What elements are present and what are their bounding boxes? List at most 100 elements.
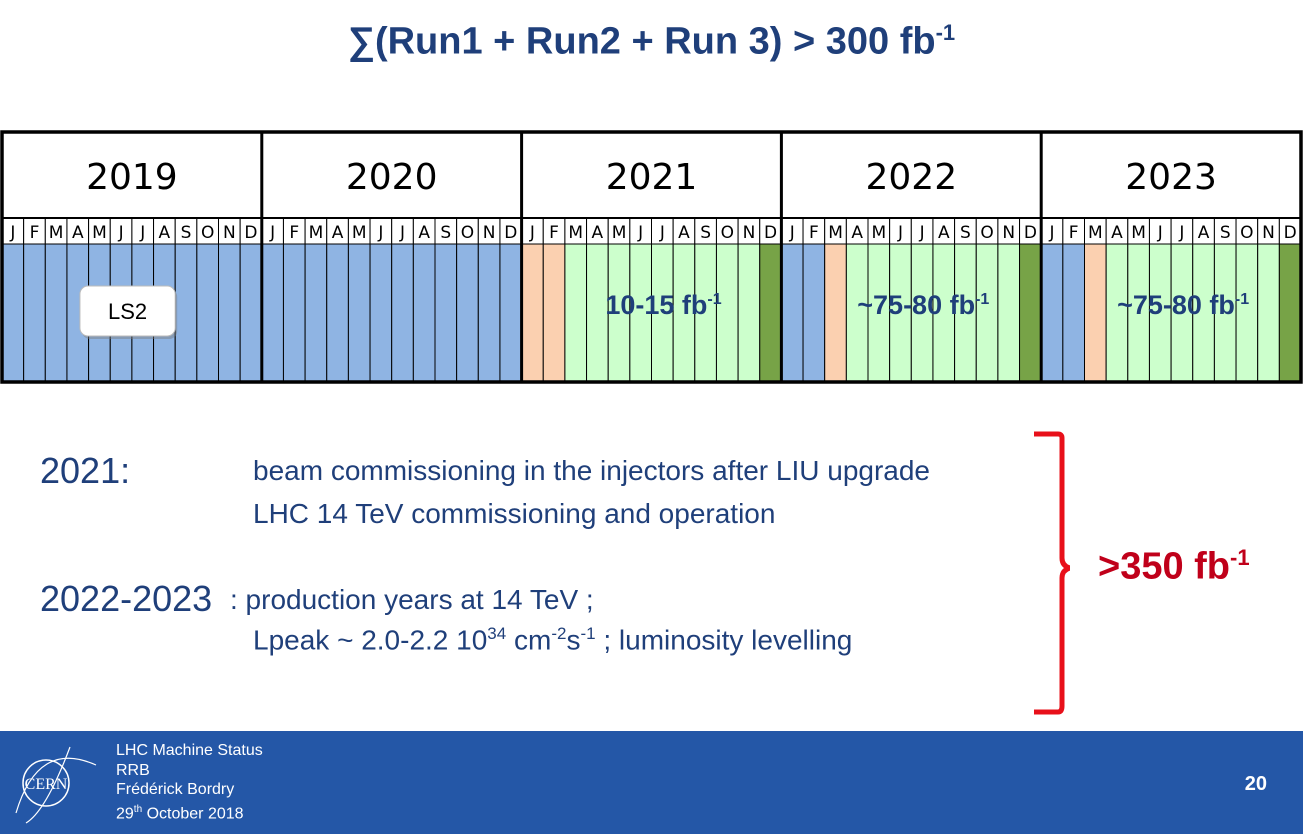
month-label: J — [897, 223, 903, 243]
lpeak-c: s — [566, 624, 581, 656]
month-label: D — [244, 223, 257, 243]
month-label: S — [1220, 223, 1231, 243]
note-2022-2023-line2: Lpeak ~ 2.0-2.2 1034 cm-2s-1 ; luminosit… — [253, 624, 852, 656]
month-cell — [304, 243, 328, 383]
month-label: A — [851, 223, 863, 243]
month-cell — [196, 243, 220, 383]
month-label: A — [1198, 223, 1210, 243]
month-label: J — [919, 223, 925, 243]
year-label: 2019 — [86, 157, 178, 198]
month-cell — [542, 243, 566, 383]
note-2022-2023-line1: : production years at 14 TeV ; — [230, 584, 594, 615]
page-number: 20 — [1244, 773, 1267, 795]
month-label: A — [72, 223, 84, 243]
ls2-box — [79, 285, 176, 337]
year-luminosity-label: ~75-80 fb-1 — [1117, 290, 1249, 320]
month-cell — [434, 243, 458, 383]
month-cell — [347, 243, 371, 383]
month-cell — [282, 243, 306, 383]
year-luminosity-label: ~75-80 fb-1 — [857, 290, 989, 320]
month-cell — [824, 243, 847, 383]
month-label: J — [139, 223, 145, 243]
month-label: M — [49, 223, 64, 243]
month-cell — [174, 243, 198, 383]
footer-date-rest: October 2018 — [142, 804, 244, 822]
title-sup: -1 — [935, 20, 956, 45]
month-label: O — [721, 223, 734, 243]
month-cell — [1084, 243, 1107, 383]
month-label: N — [483, 223, 496, 243]
month-label: J — [9, 223, 15, 243]
month-cell — [218, 243, 241, 383]
month-label: F — [1069, 223, 1079, 243]
month-cell — [44, 243, 68, 383]
month-label: O — [461, 223, 474, 243]
logo-text: CERN — [25, 776, 68, 793]
month-cell — [456, 243, 479, 383]
title-text: ∑(Run1 + Run2 + Run 3) > 300 fb — [347, 20, 936, 63]
footer-line3: Frédérick Bordry — [116, 781, 235, 798]
footer-lines: LHC Machine Status RRB Frédérick Bordry … — [116, 741, 263, 823]
month-label: J — [529, 223, 535, 243]
month-cell — [499, 243, 523, 383]
footer-line2: RRB — [116, 761, 150, 779]
month-cell — [1062, 243, 1085, 383]
month-label: S — [960, 223, 971, 243]
month-label: O — [980, 223, 993, 243]
month-label: A — [592, 223, 604, 243]
month-label: F — [289, 223, 299, 243]
month-cell — [1235, 243, 1259, 383]
month-cell — [1040, 243, 1064, 383]
lpeak-a-sup: 34 — [487, 624, 507, 643]
schedule-border — [0, 130, 1303, 384]
ls2-label: LS2 — [108, 299, 147, 324]
month-cell — [239, 243, 263, 383]
lpeak-c-sup: -1 — [580, 624, 596, 643]
note-2021-line2: LHC 14 TeV commissioning and operation — [253, 498, 776, 529]
month-label: A — [938, 223, 950, 243]
month-label: J — [1049, 223, 1055, 243]
month-cell — [326, 243, 349, 383]
month-cell — [737, 243, 761, 383]
lumi-sup: -1 — [1235, 291, 1249, 308]
footer-line1: LHC Machine Status — [116, 742, 263, 759]
month-cell — [1257, 243, 1280, 383]
month-label: S — [440, 223, 451, 243]
month-label: J — [637, 223, 643, 243]
month-label: O — [1240, 223, 1253, 243]
month-label: J — [399, 223, 405, 243]
month-label: M — [568, 223, 583, 243]
month-label: M — [1088, 223, 1103, 243]
footer-line4: 29th October 2018 — [116, 800, 263, 824]
month-label: M — [352, 223, 367, 243]
month-cell — [997, 243, 1021, 383]
month-cell — [564, 243, 588, 383]
lpeak-a: Lpeak ~ 2.0-2.2 10 — [253, 624, 488, 656]
month-label: M — [1131, 223, 1146, 243]
year-label: 2023 — [1125, 157, 1217, 198]
month-label: N — [743, 223, 756, 243]
month-label: J — [789, 223, 795, 243]
note-2021-label: 2021: — [40, 450, 131, 491]
month-cell — [802, 243, 826, 383]
month-cell — [477, 243, 501, 383]
month-label: D — [1024, 223, 1037, 243]
slide-title: ∑(Run1 + Run2 + Run 3) > 300 fb-1 — [0, 20, 1303, 64]
lumi-value: ~75-80 fb — [857, 290, 975, 320]
month-label: M — [828, 223, 843, 243]
month-label: M — [92, 223, 107, 243]
month-label: J — [377, 223, 383, 243]
month-label: A — [332, 223, 344, 243]
month-cell — [261, 243, 284, 383]
lpeak-b-sup: -2 — [551, 624, 567, 643]
month-label: J — [118, 223, 124, 243]
month-label: N — [1262, 223, 1275, 243]
month-cell — [1019, 243, 1042, 383]
lumi-value: 10-15 fb — [605, 290, 707, 320]
cern-logo-icon: CERN — [15, 746, 97, 824]
month-label: A — [418, 223, 430, 243]
month-label: N — [1002, 223, 1015, 243]
month-cell — [23, 243, 46, 383]
month-cell — [412, 243, 436, 383]
